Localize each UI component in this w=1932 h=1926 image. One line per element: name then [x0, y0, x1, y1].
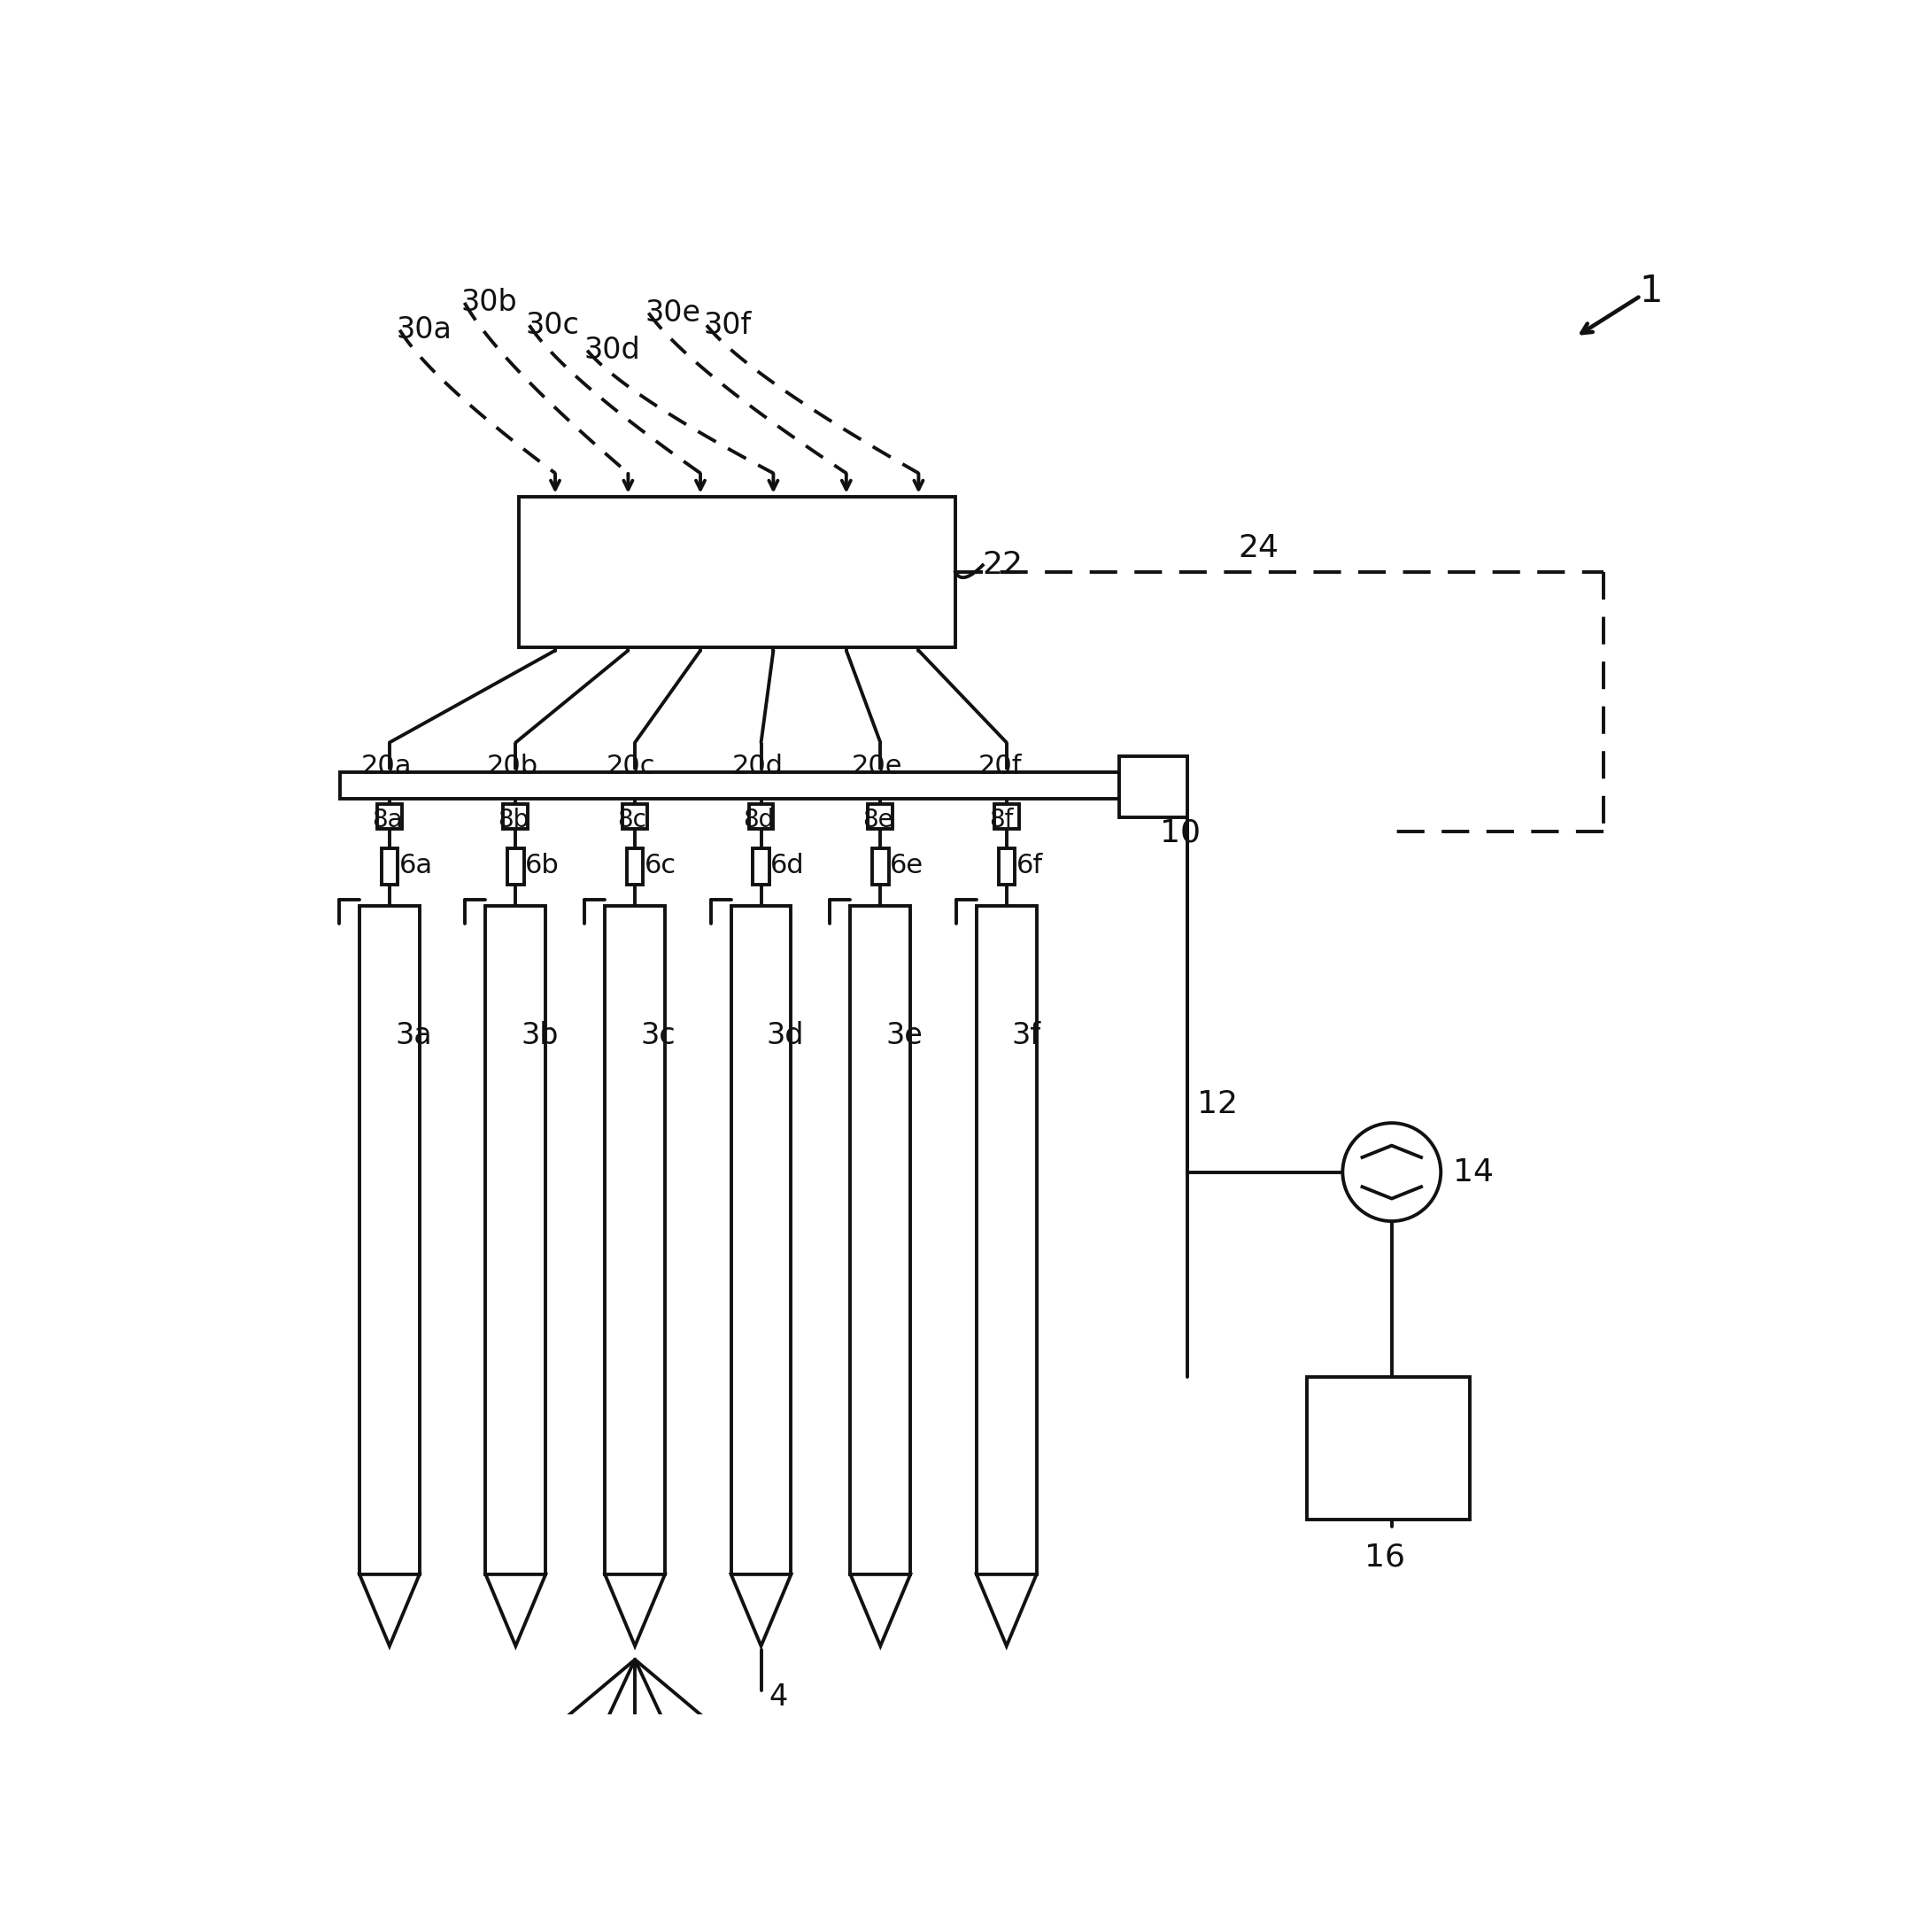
Bar	[867, 803, 893, 828]
Bar	[508, 847, 524, 884]
Text: 30e: 30e	[645, 299, 701, 327]
Text: 4: 4	[769, 1683, 788, 1712]
Bar	[520, 497, 956, 647]
Text: 16: 16	[1364, 1543, 1405, 1572]
Bar	[381, 847, 398, 884]
Text: 6d: 6d	[771, 853, 806, 878]
Bar	[1119, 757, 1186, 817]
Text: 8a: 8a	[371, 807, 402, 832]
Bar	[976, 905, 1036, 1574]
Polygon shape	[485, 1574, 545, 1647]
Text: 20c: 20c	[607, 753, 655, 780]
Bar	[850, 905, 910, 1574]
Text: 14: 14	[1453, 1158, 1493, 1186]
Text: 6e: 6e	[891, 853, 923, 878]
Text: 3d: 3d	[767, 1021, 804, 1050]
Text: 24: 24	[1238, 534, 1279, 562]
Text: 30a: 30a	[396, 316, 452, 345]
Text: 6b: 6b	[526, 853, 560, 878]
Bar	[1306, 1377, 1470, 1520]
Polygon shape	[605, 1574, 665, 1647]
Text: 10: 10	[1159, 817, 1200, 847]
Bar	[626, 847, 643, 884]
Bar	[377, 803, 402, 828]
Text: 8e: 8e	[864, 807, 893, 832]
Bar	[485, 905, 545, 1574]
Text: 12: 12	[1198, 1088, 1238, 1119]
Text: 30b: 30b	[462, 289, 518, 318]
Text: 3e: 3e	[887, 1021, 923, 1050]
Text: 30f: 30f	[703, 310, 752, 339]
Text: 3c: 3c	[639, 1021, 676, 1050]
Bar	[999, 847, 1014, 884]
Text: 8f: 8f	[989, 807, 1012, 832]
Text: 30d: 30d	[583, 335, 639, 366]
Polygon shape	[359, 1574, 419, 1647]
Text: 8d: 8d	[744, 807, 775, 832]
Text: 20d: 20d	[732, 753, 784, 780]
Bar	[605, 905, 665, 1574]
Bar	[622, 803, 647, 828]
Bar	[730, 905, 790, 1574]
Text: 22: 22	[983, 551, 1024, 580]
Text: 6f: 6f	[1016, 853, 1043, 878]
Bar	[753, 847, 769, 884]
Text: 3b: 3b	[522, 1021, 558, 1050]
Text: 20b: 20b	[487, 753, 539, 780]
Text: 6c: 6c	[645, 853, 676, 878]
Text: 6a: 6a	[400, 853, 433, 878]
Text: 8c: 8c	[616, 807, 647, 832]
Text: 8b: 8b	[498, 807, 529, 832]
Text: 3f: 3f	[1012, 1021, 1041, 1050]
Bar	[359, 905, 419, 1574]
Polygon shape	[850, 1574, 910, 1647]
Polygon shape	[976, 1574, 1036, 1647]
Circle shape	[1343, 1123, 1441, 1221]
Bar	[995, 803, 1018, 828]
Bar	[504, 803, 527, 828]
Text: 20e: 20e	[852, 753, 902, 780]
Text: 30c: 30c	[526, 310, 580, 339]
Text: 3a: 3a	[394, 1021, 433, 1050]
Bar	[340, 772, 1119, 799]
Bar	[871, 847, 889, 884]
Text: 20f: 20f	[978, 753, 1022, 780]
Polygon shape	[730, 1574, 790, 1647]
Text: 20a: 20a	[361, 753, 412, 780]
Bar	[750, 803, 773, 828]
Text: 1: 1	[1638, 272, 1663, 310]
